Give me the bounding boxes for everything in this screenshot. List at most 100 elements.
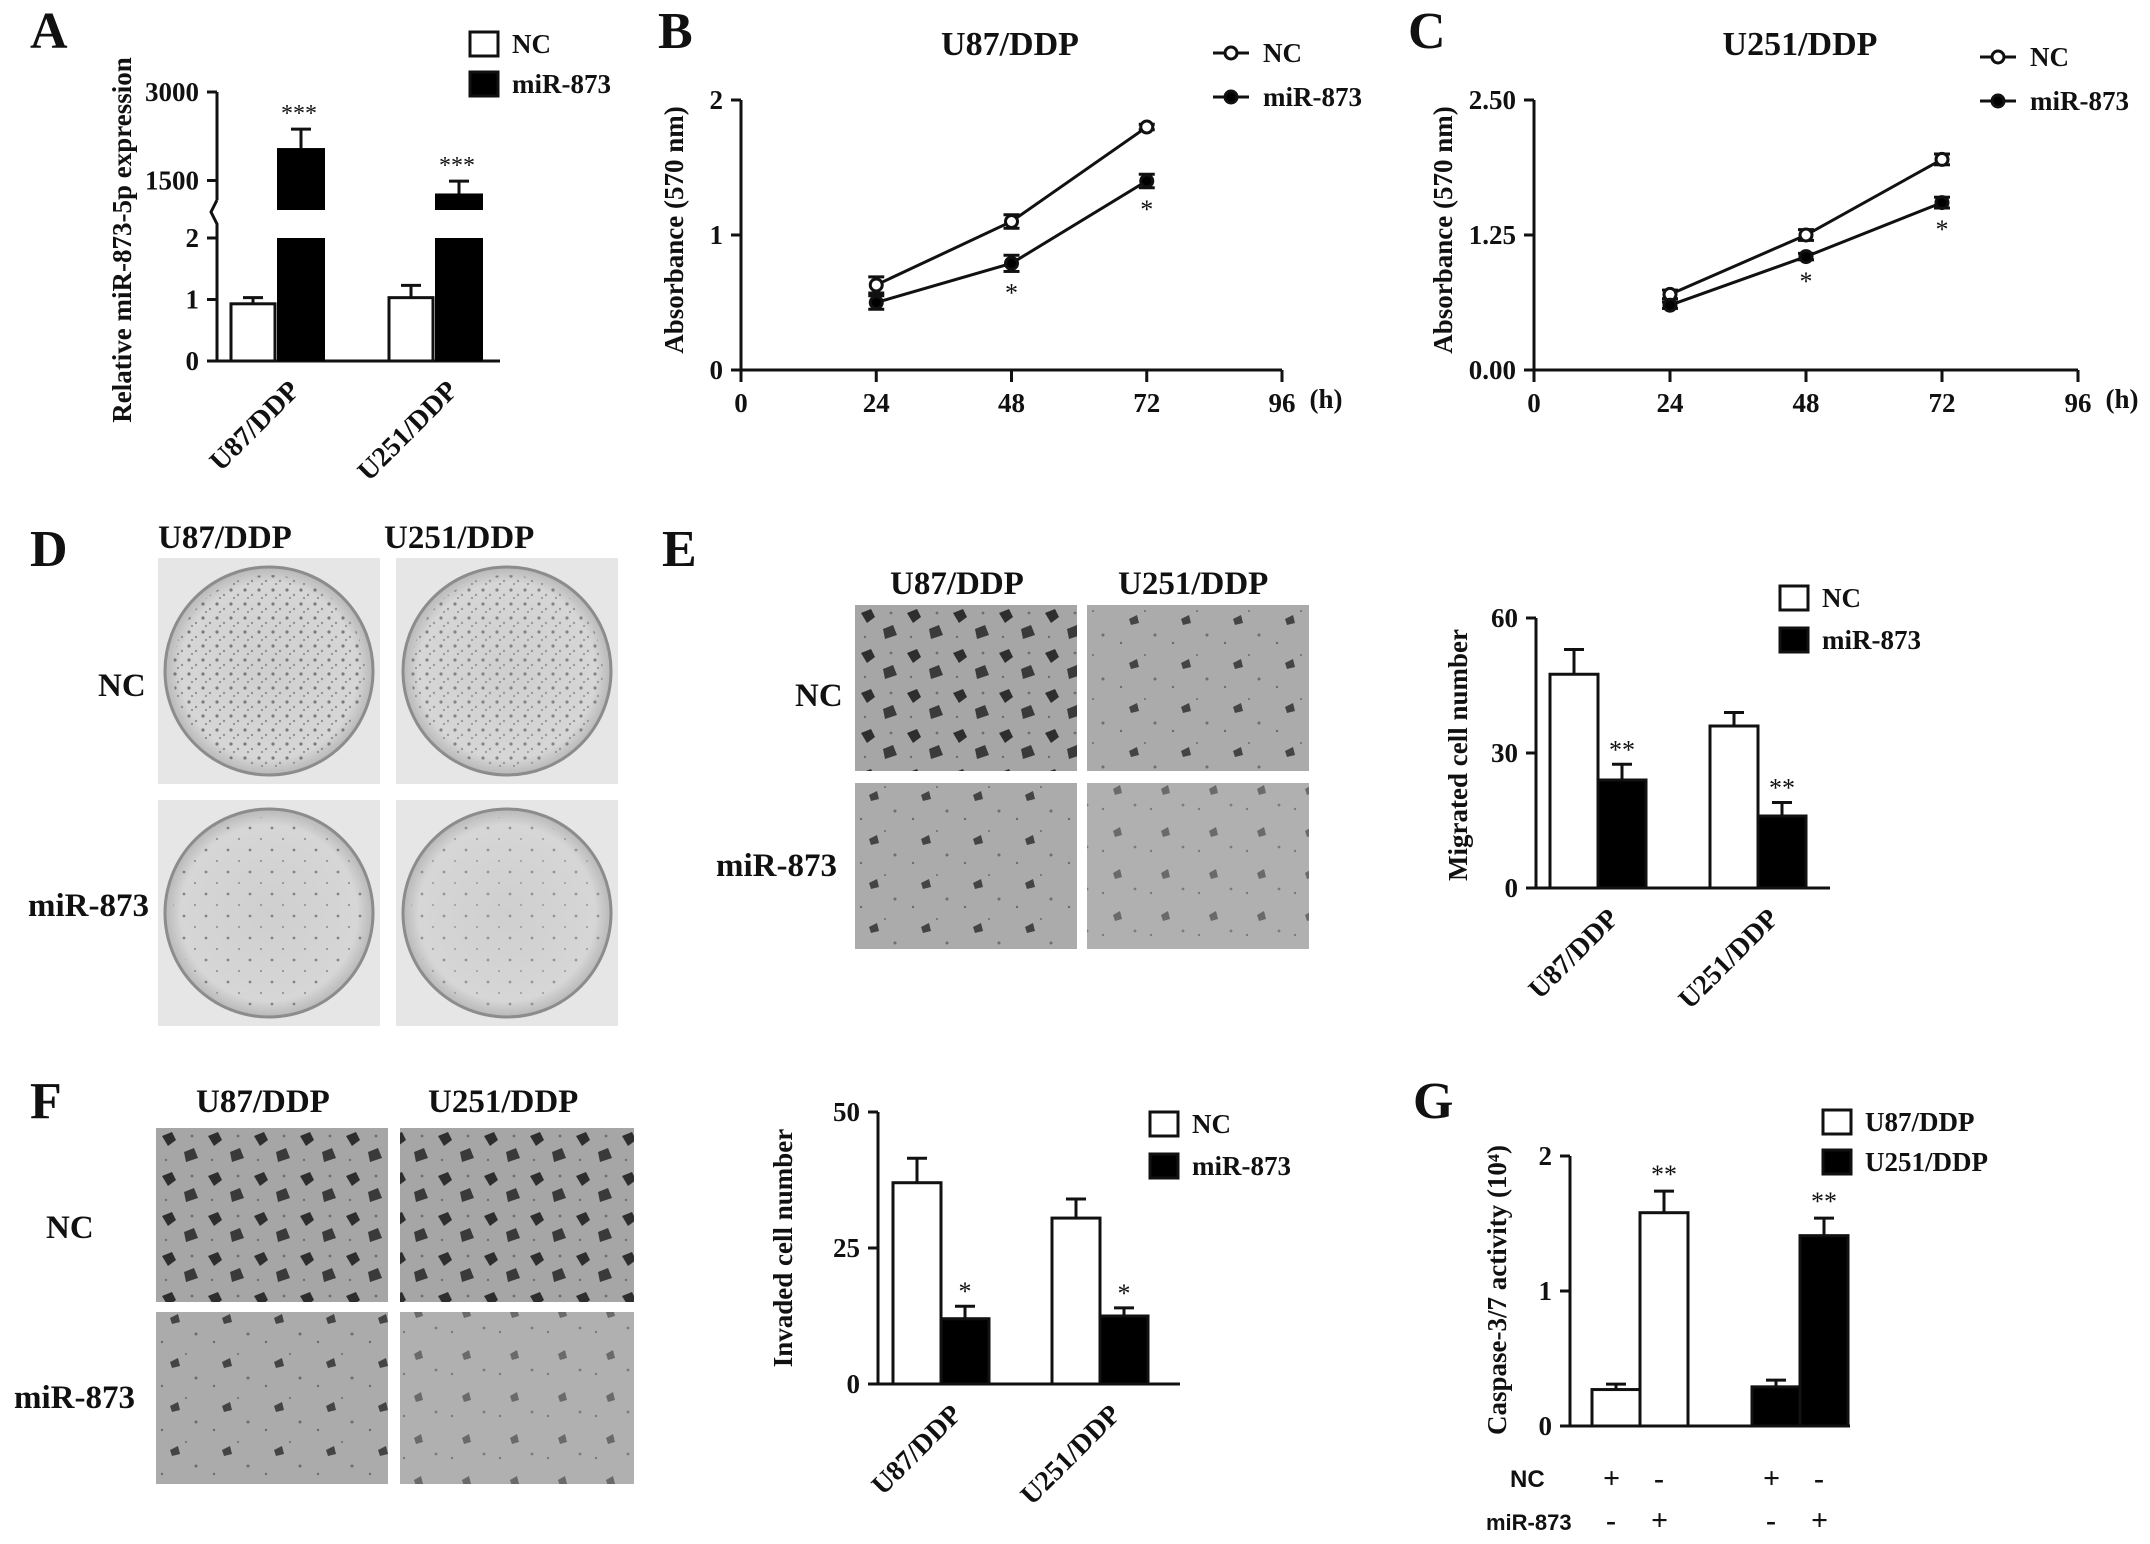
e-ytick-label-0: 0 <box>1505 873 1519 903</box>
g-sign-nc-2: - <box>1654 1462 1664 1495</box>
b-annotation-0: * <box>1005 278 1018 307</box>
e-legend-nc-label: NC <box>1822 583 1861 613</box>
f-col-label-u251: U251/DDP <box>428 1084 579 1120</box>
g-bar-0 <box>1590 1388 1642 1428</box>
c-annotation-1: * <box>1936 215 1949 244</box>
f-xlabel-1: U251/DDP <box>1015 1399 1127 1511</box>
b-legend-nc-marker <box>1223 45 1239 61</box>
panel-letter-c: C <box>1408 3 1446 60</box>
b-title: U87/DDP <box>941 26 1079 63</box>
f-annotation-1: * <box>1118 1279 1131 1308</box>
f-bar-0-0 <box>891 1181 943 1386</box>
c-point-0-2 <box>1934 151 1950 167</box>
e-ytick-label-2: 60 <box>1491 603 1518 633</box>
b-xtick-label-3: 72 <box>1133 388 1160 418</box>
a-legend-mir-label: miR-873 <box>512 69 611 99</box>
f-col-label-u87: U87/DDP <box>196 1084 330 1120</box>
e-xlabel-0: U87/DDP <box>1523 903 1625 1005</box>
f-legend-mir-label: miR-873 <box>1192 1151 1291 1181</box>
c-xtick-label-1: 24 <box>1657 388 1684 418</box>
b-y-axis-label: Absorbance (570 nm) <box>659 106 689 354</box>
b-point-1-1 <box>1004 255 1019 271</box>
f-ytick-label-0: 0 <box>847 1369 861 1399</box>
c-ytick-label-2: 2.50 <box>1469 85 1516 115</box>
b-ytick-label-2: 2 <box>710 85 724 115</box>
e-ytick-label-1: 30 <box>1491 738 1518 768</box>
g-sign-nc-4: - <box>1814 1462 1824 1495</box>
b-point-1-2 <box>1139 173 1155 189</box>
f-image-u87-mir873 <box>156 1312 388 1484</box>
g-legend-u251-swatch <box>1821 1148 1853 1176</box>
g-annotation-0: ** <box>1651 1160 1677 1189</box>
g-sign-mir-3: - <box>1766 1504 1776 1537</box>
a-annotation-0: *** <box>281 101 317 127</box>
f-bar-1-1 <box>1098 1314 1150 1386</box>
e-legend-nc-swatch <box>1778 584 1810 612</box>
b-ytick-label-1: 1 <box>710 220 724 250</box>
g-bar-3 <box>1798 1234 1850 1428</box>
g-sign-mir-2: + <box>1651 1504 1669 1537</box>
e-row-label-mir873: miR-873 <box>716 848 837 884</box>
f-image-u87-nc <box>156 1128 388 1302</box>
b-point-0-1 <box>1004 214 1019 229</box>
e-y-axis-label: Migrated cell number <box>1443 629 1473 881</box>
panel-letter-f: F <box>30 1073 62 1130</box>
a-bar-mir-lower-1 <box>435 238 483 361</box>
b-ytick-label-0: 0 <box>710 355 724 385</box>
a-legend-nc-swatch <box>468 30 500 58</box>
e-bar-1-1 <box>1756 814 1808 890</box>
b-annotation-1: * <box>1140 195 1153 224</box>
g-sign-mir-4: + <box>1811 1504 1829 1537</box>
f-ytick-label-1: 25 <box>833 1233 860 1263</box>
c-xtick-label-3: 72 <box>1929 388 1956 418</box>
f-legend-nc-label: NC <box>1192 1109 1231 1139</box>
e-xlabel-1: U251/DDP <box>1673 903 1785 1015</box>
c-legend-nc-label: NC <box>2030 42 2069 72</box>
a-ticklabel-upper-1: 3000 <box>145 77 199 107</box>
a-legend-mir-swatch <box>468 70 500 98</box>
g-bar-2 <box>1750 1385 1802 1428</box>
g-row-label-mir873: miR-873 <box>1486 1510 1572 1535</box>
a-bar-mir-upper-1 <box>435 193 483 210</box>
g-legend-u251-label: U251/DDP <box>1865 1147 1988 1177</box>
e-col-label-u87: U87/DDP <box>890 566 1024 602</box>
a-bar-nc-1 <box>387 296 435 363</box>
dish-u87-mir873 <box>158 800 380 1026</box>
dish-u251-mir873 <box>396 800 618 1026</box>
f-row-label-nc: NC <box>46 1210 94 1246</box>
c-legend-nc-marker <box>1990 49 2006 65</box>
c-xtick-label-4: 96 <box>2065 388 2092 418</box>
c-title: U251/DDP <box>1723 26 1878 63</box>
f-y-axis-label: Invaded cell number <box>768 1129 798 1368</box>
a-legend-nc-label: NC <box>512 29 551 59</box>
g-sign-nc-1: + <box>1603 1462 1621 1495</box>
a-xlabel-0: U87/DDP <box>204 375 306 477</box>
e-bar-0-0 <box>1548 672 1600 890</box>
f-image-u251-nc <box>400 1128 634 1302</box>
e-annotation-1: ** <box>1769 774 1795 803</box>
g-ytick-label-1: 1 <box>1539 1276 1553 1306</box>
a-bar-mir-upper-0 <box>277 148 325 210</box>
f-legend-nc-swatch <box>1148 1110 1180 1138</box>
g-legend-u87-swatch <box>1821 1108 1853 1136</box>
a-bar-mir-lower-0 <box>277 238 325 361</box>
e-bar-0-1 <box>1708 724 1760 890</box>
b-legend-nc-label: NC <box>1263 38 1302 68</box>
b-point-1-0 <box>868 295 884 310</box>
d-col-label-u87: U87/DDP <box>158 520 292 556</box>
c-xtick-label-2: 48 <box>1793 388 1820 418</box>
g-sign-mir-1: - <box>1606 1504 1616 1537</box>
e-bar-1-0 <box>1596 778 1648 890</box>
e-legend-mir-swatch <box>1778 626 1810 654</box>
e-legend-mir-label: miR-873 <box>1822 625 1921 655</box>
panel-letter-g: G <box>1413 1073 1454 1130</box>
c-point-1-1 <box>1798 249 1814 265</box>
g-sign-nc-3: + <box>1763 1462 1781 1495</box>
e-annotation-0: ** <box>1609 735 1635 764</box>
b-xtick-label-4: 96 <box>1269 388 1296 418</box>
c-x-unit: (h) <box>2106 384 2139 414</box>
e-image-u87-mir873 <box>855 783 1077 949</box>
g-legend-u87-label: U87/DDP <box>1865 1107 1975 1137</box>
a-ticklabel-upper-0: 1500 <box>145 166 199 196</box>
